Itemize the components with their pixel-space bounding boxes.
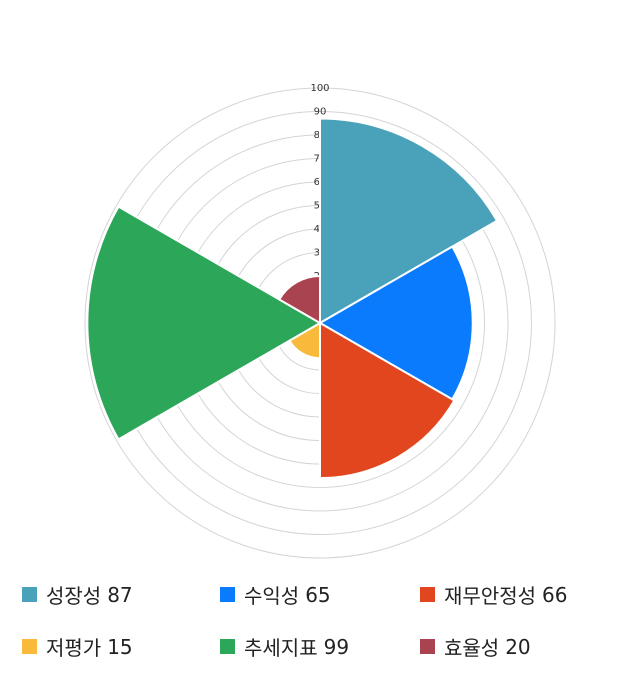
sector [319, 117, 499, 325]
legend-swatch [420, 587, 435, 602]
legend-value: 20 [505, 634, 531, 659]
sector [86, 205, 323, 441]
legend-value: 15 [107, 634, 133, 659]
legend-value: 66 [542, 582, 568, 607]
legend-item: 재무안정성 66 [420, 580, 567, 609]
legend-item: 성장성 87 [22, 580, 133, 609]
legend-value: 99 [323, 634, 350, 659]
legend-label: 성장성 [46, 584, 102, 608]
legend-item: 수익성 65 [220, 580, 331, 609]
legend-label: 효율성 [444, 636, 500, 660]
legend-swatch [22, 587, 37, 602]
legend-swatch [420, 639, 435, 654]
legend-label: 수익성 [244, 584, 300, 608]
sector [277, 274, 321, 325]
r-tick-label: 90 [314, 107, 327, 118]
legend-item: 저평가 15 [22, 632, 133, 661]
sector [319, 321, 456, 480]
grid-circle [84, 87, 556, 559]
r-tick-label: 100 [310, 83, 329, 94]
legend-value: 87 [107, 582, 133, 607]
legend-item: 추세지표 99 [220, 632, 349, 661]
legend-value: 65 [305, 582, 331, 607]
legend-swatch [220, 587, 235, 602]
legend-swatch [220, 639, 235, 654]
legend-label: 추세지표 [244, 636, 318, 660]
legend-swatch [22, 639, 37, 654]
legend-label: 저평가 [46, 636, 102, 660]
sector [318, 245, 474, 401]
chart: 102030405060708090100 [84, 83, 556, 559]
legend-label: 재무안정성 [444, 584, 536, 608]
legend-item: 효율성 20 [420, 632, 531, 661]
